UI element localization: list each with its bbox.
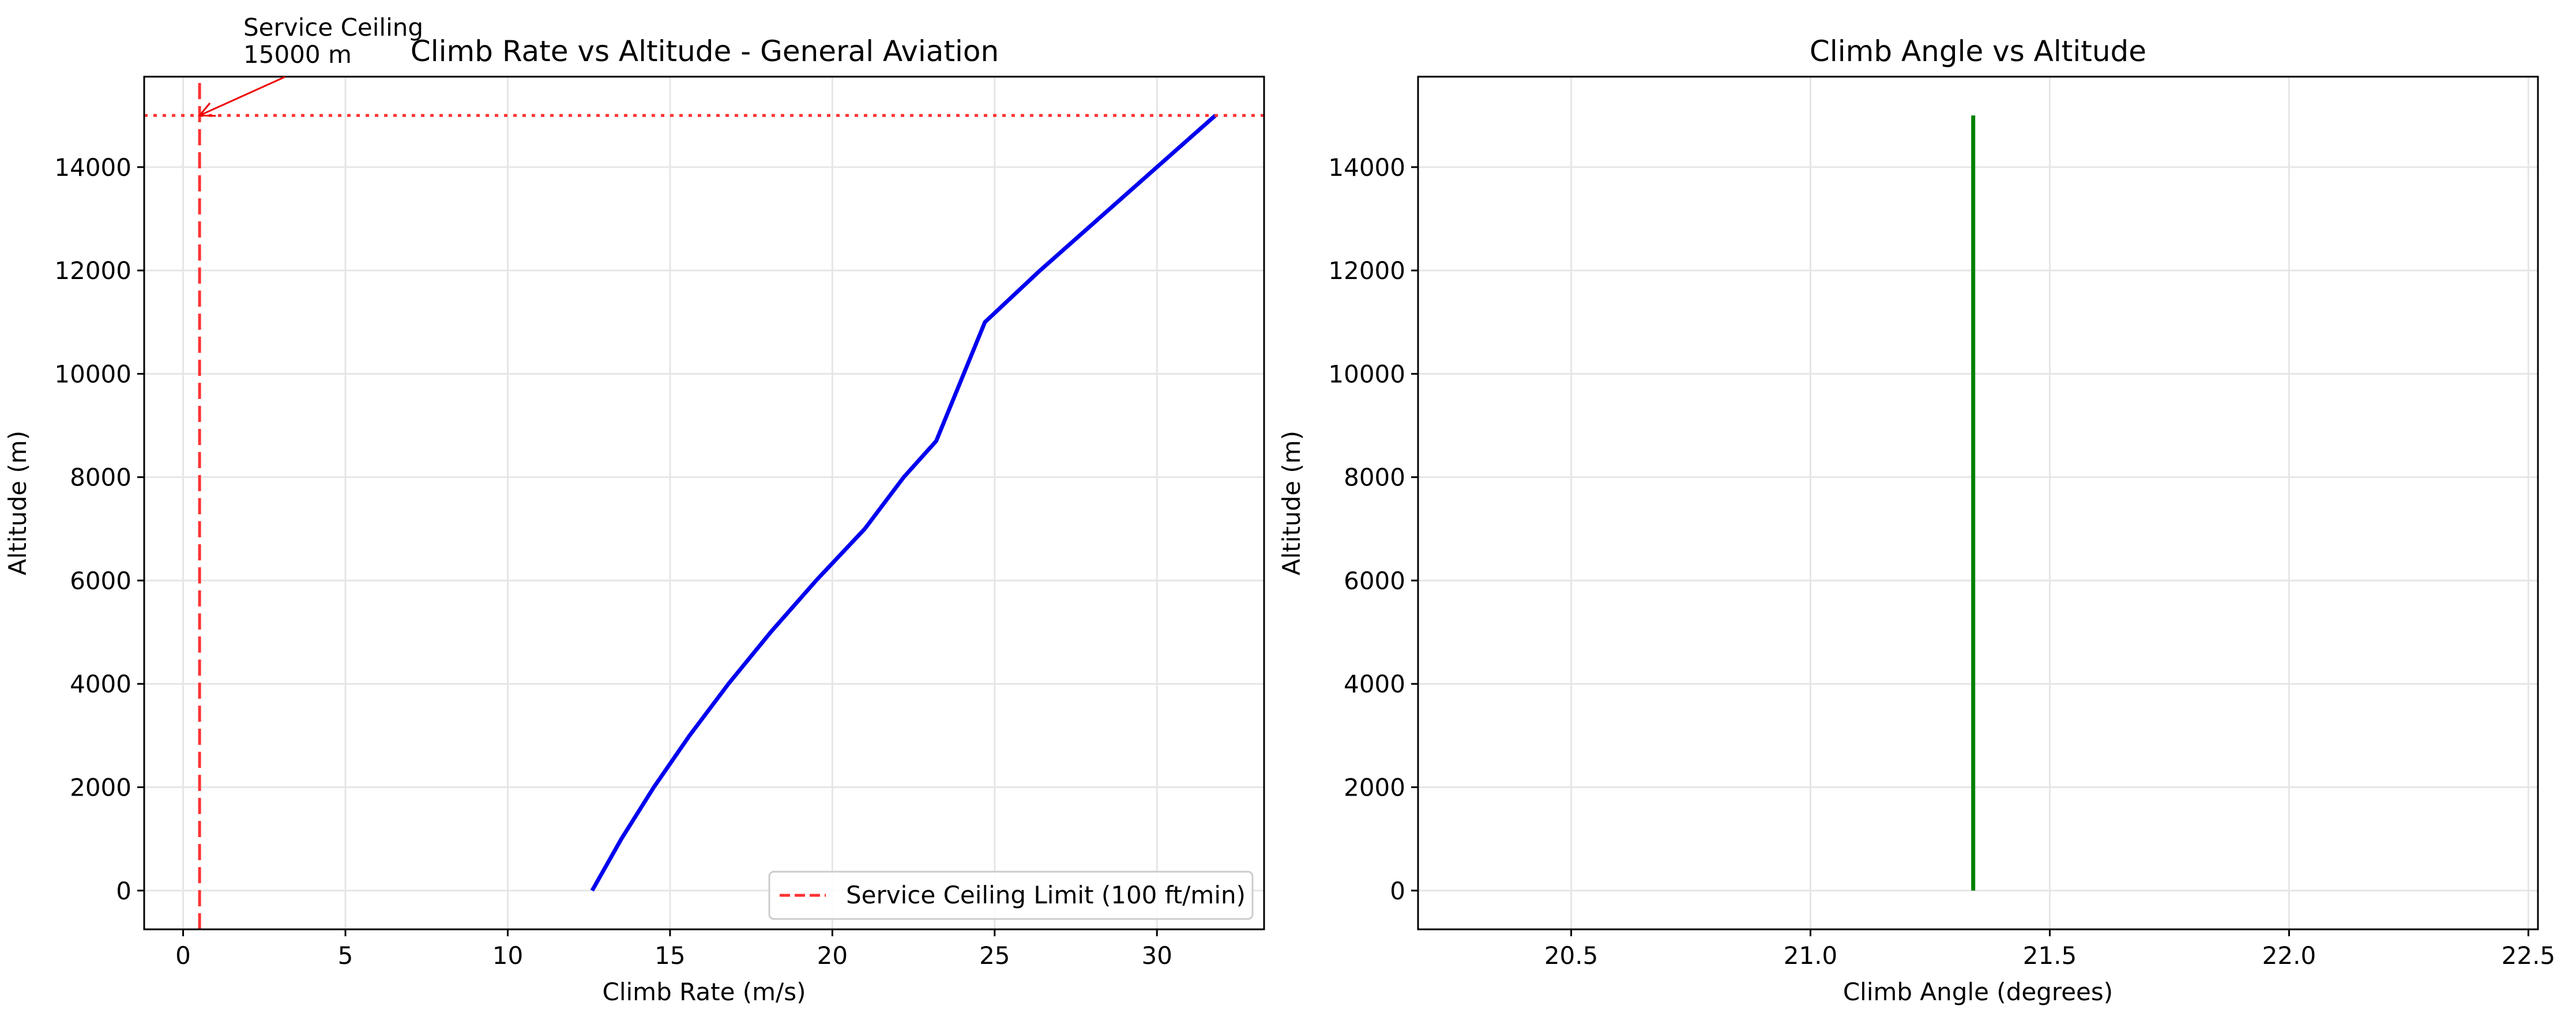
climb-rate-legend: Service Ceiling Limit (100 ft/min) [768, 871, 1254, 920]
climb-angle-title: Climb Angle vs Altitude [1810, 35, 2146, 68]
service-ceiling-annotation: Service Ceiling 15000 m [197, 13, 423, 117]
x-tick-label: 5 [338, 941, 354, 970]
y-tick-label: 14000 [1328, 153, 1405, 182]
climb-rate-grid [144, 77, 1264, 929]
y-tick-label: 2000 [70, 774, 131, 802]
x-tick-label: 22.5 [2502, 941, 2556, 970]
y-tick-label: 10000 [54, 360, 131, 388]
climb-rate-plot-frame [143, 76, 1265, 930]
climb-rate-title: Climb Rate vs Altitude - General Aviatio… [411, 35, 999, 68]
legend-label: Service Ceiling Limit (100 ft/min) [846, 881, 1246, 909]
y-tick-label: 8000 [70, 464, 131, 492]
y-tick-label: 14000 [54, 153, 131, 182]
y-tick-label: 12000 [54, 257, 131, 285]
y-tick-label: 0 [1390, 877, 1405, 905]
climb-rate-y-axis-label: Altitude (m) [3, 431, 32, 575]
x-tick-label: 10 [492, 941, 523, 970]
climb-angle-ticks: 20.5 21.0 21.5 22.0 22.5 0 2000 4000 6000 8000 100… [1328, 153, 2555, 970]
x-tick-label: 20 [817, 941, 848, 970]
x-tick-label: 20.5 [1544, 941, 1599, 970]
y-tick-label: 12000 [1328, 257, 1405, 285]
annotation-text-line2: 15000 m [243, 40, 352, 69]
climb-rate-chart: 0 5 10 15 20 25 30 0 2000 4000 6000 8000 10000 12000 1… [3, 13, 1265, 1006]
y-tick-label: 4000 [70, 670, 131, 698]
x-tick-label: 25 [979, 941, 1010, 970]
climb-angle-chart: 20.5 21.0 21.5 22.0 22.5 0 2000 4000 6000 8000 100… [1277, 35, 2555, 1006]
annotation-text-line1: Service Ceiling [243, 13, 423, 42]
x-tick-label: 22.0 [2262, 941, 2316, 970]
climb-rate-series [144, 77, 1264, 929]
x-tick-label: 21.5 [2023, 941, 2077, 970]
x-tick-label: 0 [175, 941, 191, 970]
annotation-arrow-head [197, 102, 216, 117]
climb-rate-x-axis-label: Climb Rate (m/s) [603, 978, 806, 1006]
y-tick-label: 4000 [1344, 670, 1405, 698]
climb-angle-plot-frame [1417, 76, 2539, 930]
y-tick-label: 6000 [70, 567, 131, 595]
x-tick-label: 15 [655, 941, 685, 970]
y-tick-label: 8000 [1344, 464, 1405, 492]
legend-box [768, 871, 1254, 920]
x-tick-label: 30 [1142, 941, 1172, 970]
y-tick-label: 0 [116, 877, 131, 905]
climb-angle-x-axis-label: Climb Angle (degrees) [1843, 978, 2113, 1006]
climb-angle-grid [1418, 77, 2538, 929]
y-tick-label: 2000 [1344, 774, 1405, 802]
climb-rate-ticks: 0 5 10 15 20 25 30 0 2000 4000 6000 8000 10000 12000 1… [54, 153, 1172, 970]
x-tick-label: 21.0 [1784, 941, 1838, 970]
annotation-arrow-line [199, 76, 285, 116]
y-tick-label: 10000 [1328, 360, 1405, 388]
y-tick-label: 6000 [1344, 567, 1405, 595]
climb-angle-y-axis-label: Altitude (m) [1277, 431, 1306, 575]
series-line-0 [590, 114, 1217, 892]
